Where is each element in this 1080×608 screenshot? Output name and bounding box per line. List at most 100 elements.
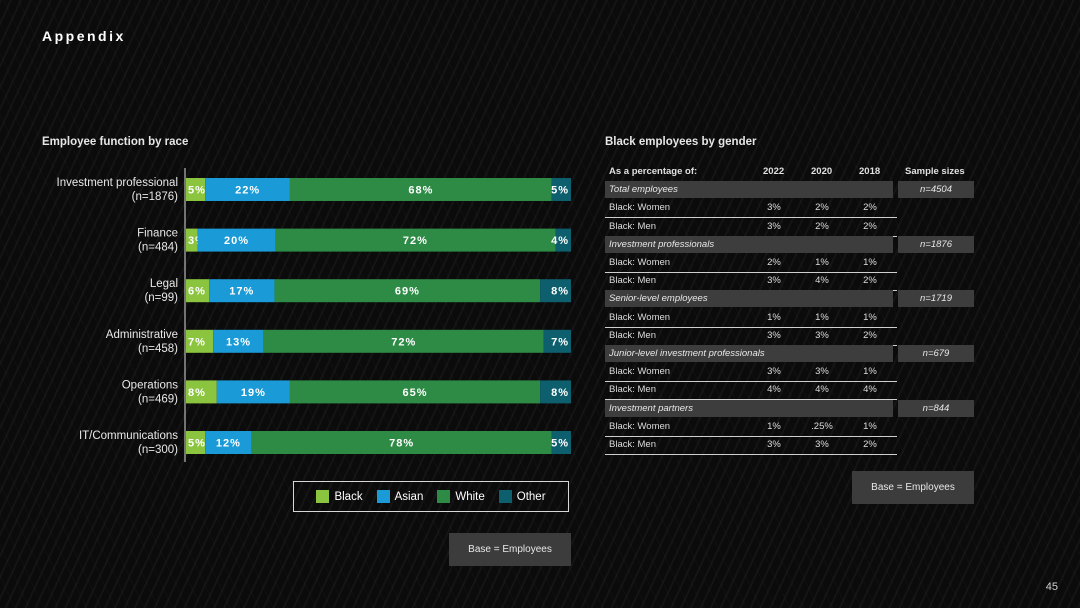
bar-segment-other bbox=[540, 279, 571, 303]
row-value: 1% bbox=[863, 257, 877, 268]
section-bar: Investment professionals bbox=[605, 235, 893, 253]
row-value: 1% bbox=[815, 311, 829, 323]
bar-segment-white bbox=[251, 431, 552, 454]
header-percentage-of: As a percentage of: bbox=[609, 166, 698, 177]
legend-swatch-asian bbox=[376, 490, 390, 503]
page-title: Appendix bbox=[42, 28, 126, 44]
bar-value-label: 4% bbox=[551, 235, 569, 247]
bar-value-label: 6% bbox=[188, 286, 206, 298]
bar-value-label: 20% bbox=[224, 235, 249, 247]
bar-value-label: 8% bbox=[551, 387, 569, 399]
row-value: 1% bbox=[815, 257, 829, 268]
header-2018: 2018 bbox=[859, 166, 881, 177]
bar-value-label: 17% bbox=[229, 286, 254, 298]
bar-value-label: 8% bbox=[551, 286, 569, 298]
row-value: 3% bbox=[767, 220, 781, 232]
bar-segment-other bbox=[543, 329, 571, 353]
bar-segment-other bbox=[555, 228, 571, 252]
row-value: 2% bbox=[863, 220, 877, 232]
section-bar: Investment partners bbox=[605, 399, 893, 417]
bar-value-label: 5% bbox=[551, 185, 569, 197]
row-value: 1% bbox=[767, 311, 781, 323]
bar-segment-white bbox=[274, 279, 541, 303]
category-n-label: (n=99) bbox=[144, 292, 178, 304]
bar-value-label: 5% bbox=[551, 438, 569, 450]
category-n-label: (n=484) bbox=[138, 242, 178, 254]
bar-value-label: 72% bbox=[403, 235, 428, 247]
legend-item-asian: Asian bbox=[376, 490, 424, 503]
row-label: Black: Women bbox=[609, 311, 671, 323]
bar-value-label: 19% bbox=[241, 387, 266, 399]
table-section-row: Senior-level employees n=1719 bbox=[605, 290, 975, 308]
row-value: 4% bbox=[767, 384, 781, 396]
bar-segment-white bbox=[289, 380, 541, 404]
section-sample-size: n=844 bbox=[898, 399, 974, 417]
category-label: Finance bbox=[137, 228, 178, 240]
row-value: 3% bbox=[767, 202, 781, 214]
bar-segment-black bbox=[186, 380, 217, 404]
bar-segment-asian bbox=[205, 178, 290, 201]
legend-label-other: Other bbox=[516, 490, 546, 503]
row-value: 3% bbox=[767, 275, 781, 287]
category-n-label: (n=300) bbox=[138, 444, 178, 456]
row-label: Black: Women bbox=[609, 366, 671, 378]
row-value: 4% bbox=[863, 384, 877, 396]
category-n-label: (n=458) bbox=[138, 343, 178, 355]
section-label: Junior-level investment professionals bbox=[609, 348, 765, 359]
section-sample-size: n=1719 bbox=[898, 290, 974, 308]
row-value: 2% bbox=[863, 275, 877, 287]
table-section-row: Investment partners n=844 bbox=[605, 399, 975, 418]
row-label: Black: Women bbox=[609, 202, 671, 214]
category-label: Administrative bbox=[106, 329, 178, 341]
row-label: Black: Men bbox=[609, 329, 656, 341]
bar-value-label: 65% bbox=[403, 387, 428, 399]
legend-swatch-black bbox=[316, 490, 330, 503]
row-value: 3% bbox=[815, 329, 829, 341]
legend-item-other: Other bbox=[498, 490, 546, 503]
row-value: 3% bbox=[767, 329, 781, 341]
bar-segment-other bbox=[551, 431, 571, 454]
bar-value-label: 7% bbox=[551, 336, 569, 348]
row-label: Black: Men bbox=[609, 220, 656, 232]
bar-value-label: 12% bbox=[216, 438, 241, 450]
table-row: Black: Men 3% 3% 2% bbox=[605, 436, 897, 455]
stacked-bar-chart: Investment professional (n=1876) 5% 22% 68% 5… bbox=[57, 168, 571, 462]
section-bar: Junior-level investment professionals bbox=[605, 345, 893, 362]
bar-value-label: 8% bbox=[188, 387, 206, 399]
table-header-row: As a percentage of: 2022 2020 2018 Sampl… bbox=[605, 163, 975, 181]
bar-segment-asian bbox=[209, 279, 275, 303]
bar-value-label: 72% bbox=[391, 336, 416, 348]
bar-segment-white bbox=[289, 178, 552, 201]
bar-segment-asian bbox=[197, 228, 276, 252]
table-row: Black: Men 3% 4% 2% bbox=[605, 272, 897, 292]
table-title: Black employees by gender bbox=[605, 136, 757, 148]
table-section-row: Junior-level investment professionals n=6… bbox=[605, 345, 975, 363]
category-n-label: (n=1876) bbox=[132, 191, 179, 203]
section-label: Investment professionals bbox=[609, 238, 715, 250]
category-label: Operations bbox=[122, 379, 179, 391]
legend-label-white: White bbox=[455, 490, 485, 503]
legend-label-asian: Asian bbox=[394, 490, 424, 503]
row-value: 2% bbox=[863, 202, 877, 214]
row-value: 1% bbox=[863, 311, 877, 323]
chart-legend: Black Asian White Other bbox=[293, 481, 569, 512]
row-value: 1% bbox=[863, 366, 877, 378]
section-label: Total employees bbox=[609, 184, 678, 196]
bar-segment-black bbox=[186, 178, 206, 201]
legend-item-black: Black bbox=[316, 490, 363, 503]
bar-value-label: 69% bbox=[395, 286, 420, 298]
bar-segment-other bbox=[551, 178, 571, 201]
table-row: Black: Women 3% 3% 1% bbox=[605, 363, 897, 383]
row-value: 2% bbox=[863, 439, 877, 450]
bar-value-label: 68% bbox=[408, 185, 433, 197]
chart-base-note: Base = Employees bbox=[449, 533, 571, 566]
bar-value-label: 7% bbox=[188, 336, 206, 348]
section-bar: Senior-level employees bbox=[605, 290, 893, 308]
category-label: Investment professional bbox=[57, 177, 178, 189]
chart-title: Employee function by race bbox=[42, 136, 189, 148]
legend-item-white: White bbox=[437, 490, 485, 503]
row-value: 2% bbox=[815, 202, 829, 214]
row-value: 3% bbox=[815, 439, 829, 450]
bar-segment-black bbox=[186, 329, 214, 353]
table-row: Black: Women 1% .25% 1% bbox=[605, 418, 897, 437]
